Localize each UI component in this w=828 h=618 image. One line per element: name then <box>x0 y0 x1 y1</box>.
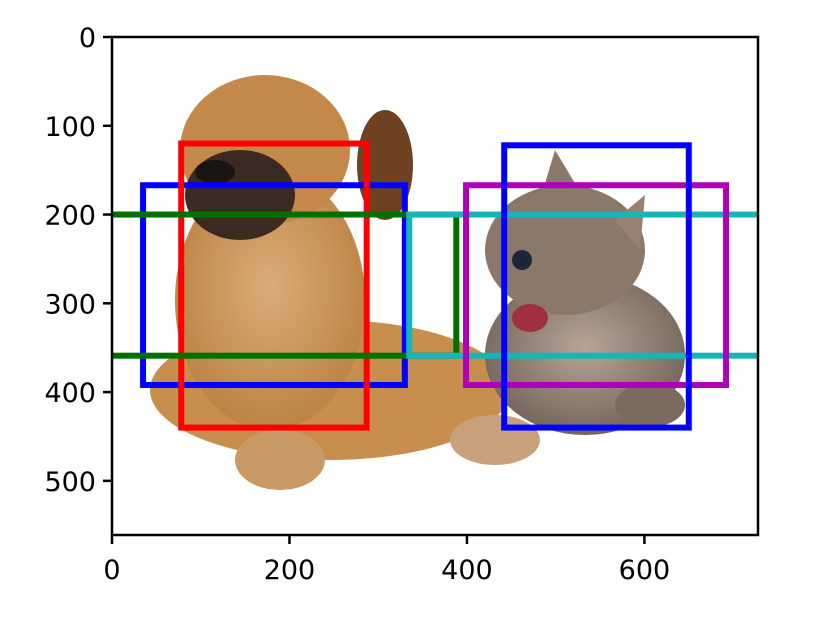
bounding-box-2 <box>112 211 460 359</box>
dog-cat-photo <box>112 37 758 535</box>
y-tick-label: 0 <box>79 23 96 54</box>
bounding-box-0 <box>140 182 408 388</box>
bounding-box-4 <box>463 182 730 388</box>
x-tick-label: 0 <box>103 555 120 586</box>
y-tick-label: 300 <box>44 289 96 320</box>
y-tick-label: 200 <box>44 201 96 232</box>
bounding-box-5 <box>501 142 692 431</box>
axes-frame <box>110 35 760 537</box>
x-tick-label: 400 <box>441 555 493 586</box>
y-tick-label: 400 <box>44 378 96 409</box>
y-tick-label: 500 <box>44 467 96 498</box>
y-tick-label: 100 <box>44 112 96 143</box>
x-tick-label: 200 <box>264 555 316 586</box>
bounding-box-3 <box>406 211 758 359</box>
x-tick-label: 600 <box>619 555 671 586</box>
bounding-box-1 <box>178 140 370 431</box>
